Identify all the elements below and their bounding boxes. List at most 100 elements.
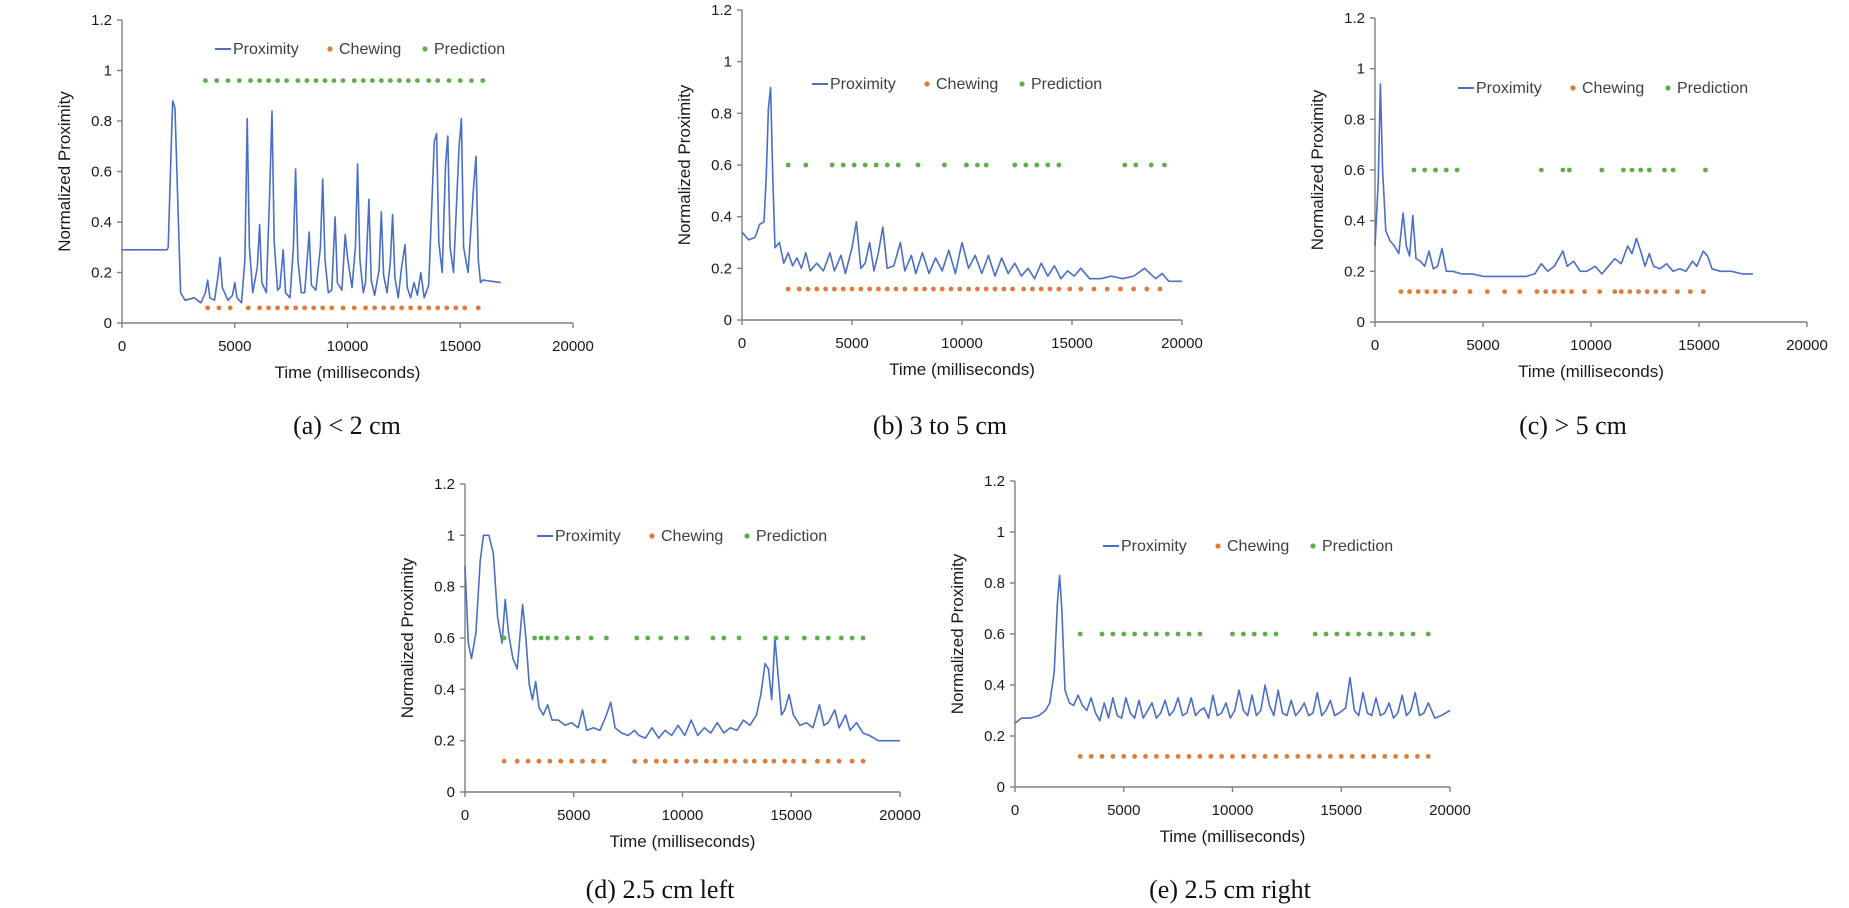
legend-prediction-label: Prediction [756, 528, 827, 545]
chewing-point [227, 305, 233, 311]
chewing-point [684, 758, 690, 764]
prediction-point [1153, 631, 1159, 637]
chewing-point [654, 758, 659, 764]
prediction-point [658, 635, 664, 641]
x-tick-label: 0 [1371, 337, 1379, 354]
prediction-point [1411, 167, 1417, 173]
y-tick-label: 0.8 [434, 579, 455, 596]
legend-proximity-label: Proximity [1121, 538, 1187, 555]
chewing-point [1415, 289, 1421, 294]
chewing-point [514, 758, 520, 764]
prediction-point [840, 162, 846, 168]
chewing-point [1144, 286, 1150, 292]
prediction-point [1133, 162, 1139, 168]
chewing-point [558, 758, 564, 764]
chewing-point [1425, 754, 1431, 759]
legend-prediction-swatch [1019, 81, 1025, 87]
prediction-point [1538, 167, 1544, 173]
prediction-point [1388, 631, 1394, 637]
legend: Proximity Chewing Prediction [812, 76, 1102, 93]
chewing-point [751, 758, 757, 764]
chewing-point [1021, 286, 1026, 292]
chewing-point [1153, 754, 1159, 759]
legend-prediction-label: Prediction [434, 41, 505, 58]
y-tick-label: 0.6 [984, 626, 1005, 643]
x-axis-label: Time (milliseconds) [1160, 827, 1306, 846]
x-tick-label: 0 [738, 335, 746, 352]
subfigure-caption: (a) < 2 cm [293, 411, 401, 440]
subfigure-caption: (e) 2.5 cm right [1149, 875, 1312, 904]
prediction-point [257, 78, 262, 83]
x-tick-label: 15000 [439, 338, 481, 355]
prediction-point [1422, 167, 1428, 173]
legend: Proximity Chewing Prediction [1103, 538, 1393, 555]
chewing-point [825, 758, 831, 764]
chewing-point [1067, 286, 1073, 292]
chewing-point [704, 758, 709, 764]
chewing-point [791, 758, 796, 764]
x-tick-label: 0 [118, 338, 126, 355]
chewing-point [601, 758, 607, 764]
prediction-point [721, 635, 727, 641]
prediction-point [1197, 631, 1203, 637]
chewing-point [444, 305, 450, 311]
chewing-point [1186, 754, 1192, 759]
y-tick-label: 0.2 [434, 733, 455, 750]
chewing-point [1110, 754, 1116, 759]
chewing-point [814, 758, 820, 764]
chewing-point [1038, 286, 1044, 292]
prediction-point [545, 635, 551, 641]
chewing-point [712, 758, 718, 764]
chewing-point [860, 758, 866, 764]
chewing-point [293, 305, 299, 311]
legend-chewing-label: Chewing [1227, 538, 1289, 555]
chewing-point [1157, 286, 1163, 292]
proximity-series-line [1014, 574, 1451, 724]
chewing-point [590, 758, 596, 764]
y-tick-label: 0.4 [91, 214, 112, 231]
y-tick-label: 0.2 [1344, 263, 1365, 280]
chewing-point [1424, 289, 1430, 294]
prediction-point [1012, 162, 1018, 168]
prediction-point [538, 635, 544, 641]
prediction-point [634, 635, 640, 641]
x-tick-label: 5000 [835, 335, 868, 352]
legend-chewing-swatch [327, 46, 333, 52]
chewing-point [1636, 289, 1641, 294]
chewing-point [390, 305, 395, 311]
chewing-point [275, 305, 280, 311]
prediction-point [340, 78, 346, 83]
chewing-point [1560, 289, 1566, 294]
prediction-point [785, 162, 791, 168]
chewing-point [245, 305, 251, 311]
x-tick-label: 5000 [1107, 802, 1140, 819]
chewing-point [1653, 289, 1659, 294]
prediction-point [1345, 631, 1351, 637]
y-tick-label: 0.4 [711, 209, 732, 226]
chewing-point [1240, 754, 1246, 759]
chewing-point [1534, 289, 1540, 294]
x-axis-label: Time (milliseconds) [1518, 362, 1664, 381]
x-tick-label: 10000 [941, 335, 983, 352]
prediction-point [446, 78, 452, 83]
prediction-point [1273, 631, 1279, 637]
chewing-point [1433, 289, 1438, 294]
chewing-point [569, 758, 574, 764]
prediction-point [426, 78, 432, 83]
prediction-point [1629, 167, 1635, 173]
prediction-point [710, 635, 716, 641]
chewing-point [1251, 754, 1257, 759]
prediction-point [1132, 631, 1138, 637]
chewing-point [762, 758, 768, 764]
y-tick-label: 0 [724, 312, 732, 329]
chewing-point [1317, 754, 1322, 759]
prediction-point [803, 162, 809, 168]
prediction-point [1262, 631, 1268, 637]
y-tick-label: 1.2 [1344, 10, 1365, 27]
prediction-point [236, 78, 242, 83]
proximity-series-line [1374, 83, 1753, 278]
x-tick-label: 0 [461, 807, 469, 824]
subfigure-caption: (b) 3 to 5 cm [873, 411, 1007, 440]
prediction-point [1454, 167, 1460, 173]
y-axis-label: Normalized Proximity [55, 91, 74, 252]
